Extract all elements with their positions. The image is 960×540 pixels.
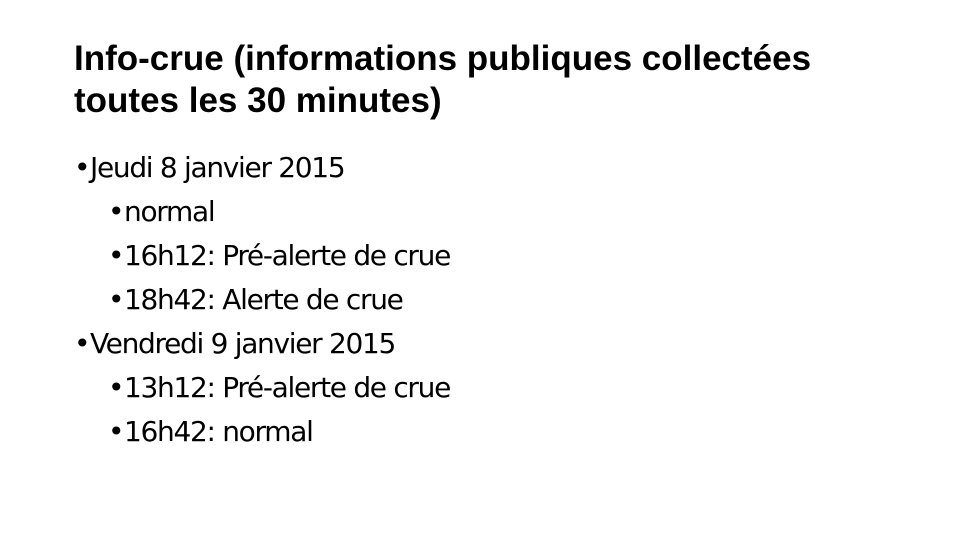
bullet: • (108, 195, 125, 228)
bullet: • (108, 415, 125, 448)
day-item: •Jeudi 8 janvier 2015 (74, 146, 450, 190)
bullet: • (74, 151, 91, 184)
bullet: • (108, 239, 125, 272)
day-item: •Vendredi 9 janvier 2015 (74, 322, 450, 366)
event-label: 13h12: Pré-alerte de crue (124, 371, 451, 404)
event-label: 16h12: Pré-alerte de crue (124, 239, 451, 272)
event-item: •13h12: Pré-alerte de crue (74, 366, 451, 410)
event-label: 16h42: normal (124, 415, 314, 448)
bullet-list: •Jeudi 8 janvier 2015 •normal •16h12: Pr… (74, 146, 451, 454)
event-item: •16h42: normal (74, 410, 450, 454)
day-label: Jeudi 8 janvier 2015 (90, 151, 346, 184)
day-label: Vendredi 9 janvier 2015 (90, 327, 396, 360)
slide-title: Info-crue (informations publiques collec… (74, 39, 812, 120)
bullet: • (108, 283, 125, 316)
bullet: • (74, 327, 91, 360)
event-item: •16h12: Pré-alerte de crue (74, 234, 451, 278)
event-label: 18h42: Alerte de crue (124, 283, 404, 316)
event-item: •normal (74, 190, 450, 234)
event-label: normal (124, 195, 216, 228)
bullet: • (108, 371, 125, 404)
event-item: •18h42: Alerte de crue (74, 278, 450, 322)
